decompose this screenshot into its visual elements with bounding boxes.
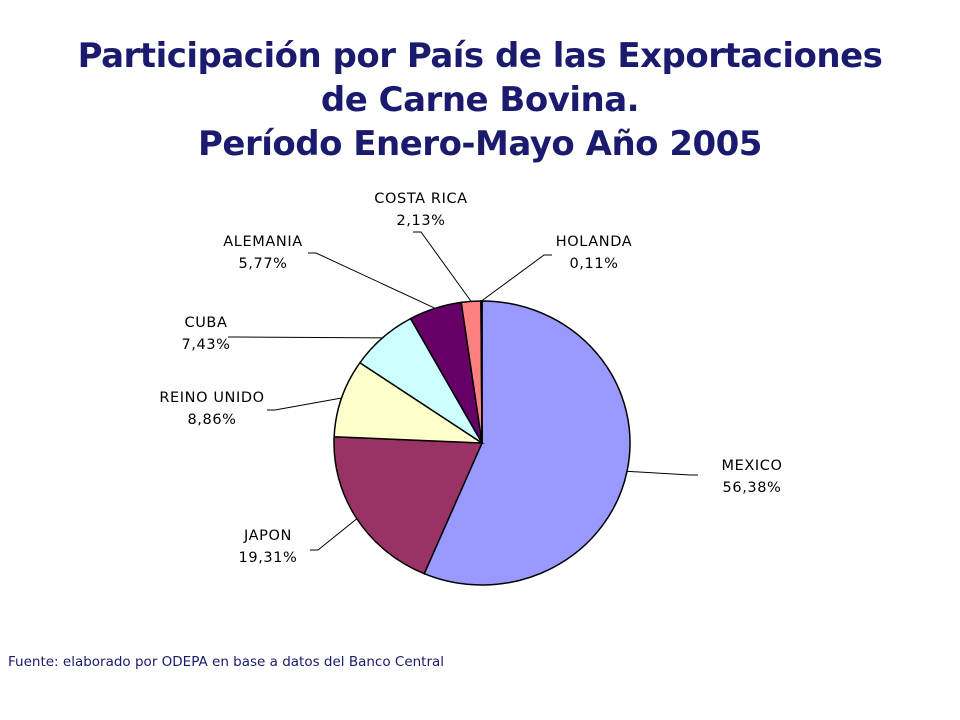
leader-line (228, 336, 383, 339)
source-note: Fuente: elaborado por ODEPA en base a da… (8, 654, 445, 670)
leader-line (481, 254, 552, 302)
chart-title: Participación por País de las Exportacio… (0, 34, 960, 166)
slice-label-percent: 56,38% (723, 480, 782, 496)
pie-slice-reino-unido (333, 361, 485, 444)
leader-line (413, 231, 472, 302)
pie-slice-holanda (480, 300, 483, 444)
slice-label-name: COSTA RICA (374, 191, 467, 207)
leader-line (308, 252, 436, 309)
slice-label-name: HOLANDA (556, 234, 633, 250)
title-line-2: de Carne Bovina. (320, 80, 640, 120)
title-line-1: Participación por País de las Exportacio… (77, 36, 883, 76)
slice-label-name: CUBA (184, 315, 227, 331)
leader-line (627, 470, 698, 476)
slice-label-percent: 7,43% (181, 337, 230, 353)
pie-slice-japon (333, 435, 484, 575)
slice-label-name: ALEMANIA (223, 234, 302, 250)
slice-label-name: MEXICO (721, 458, 782, 474)
slice-label-percent: 5,77% (238, 256, 287, 272)
slice-label-name: JAPON (243, 528, 292, 544)
leader-line (310, 518, 358, 551)
title-line-3: Período Enero-Mayo Año 2005 (198, 124, 762, 164)
leader-line (267, 397, 342, 411)
slice-label-percent: 19,31% (239, 550, 298, 566)
slice-label-percent: 8,86% (187, 412, 236, 428)
slice-label-percent: 2,13% (396, 213, 445, 229)
slice-label-percent: 0,11% (569, 256, 618, 272)
slice-label-name: REINO UNIDO (159, 390, 264, 406)
